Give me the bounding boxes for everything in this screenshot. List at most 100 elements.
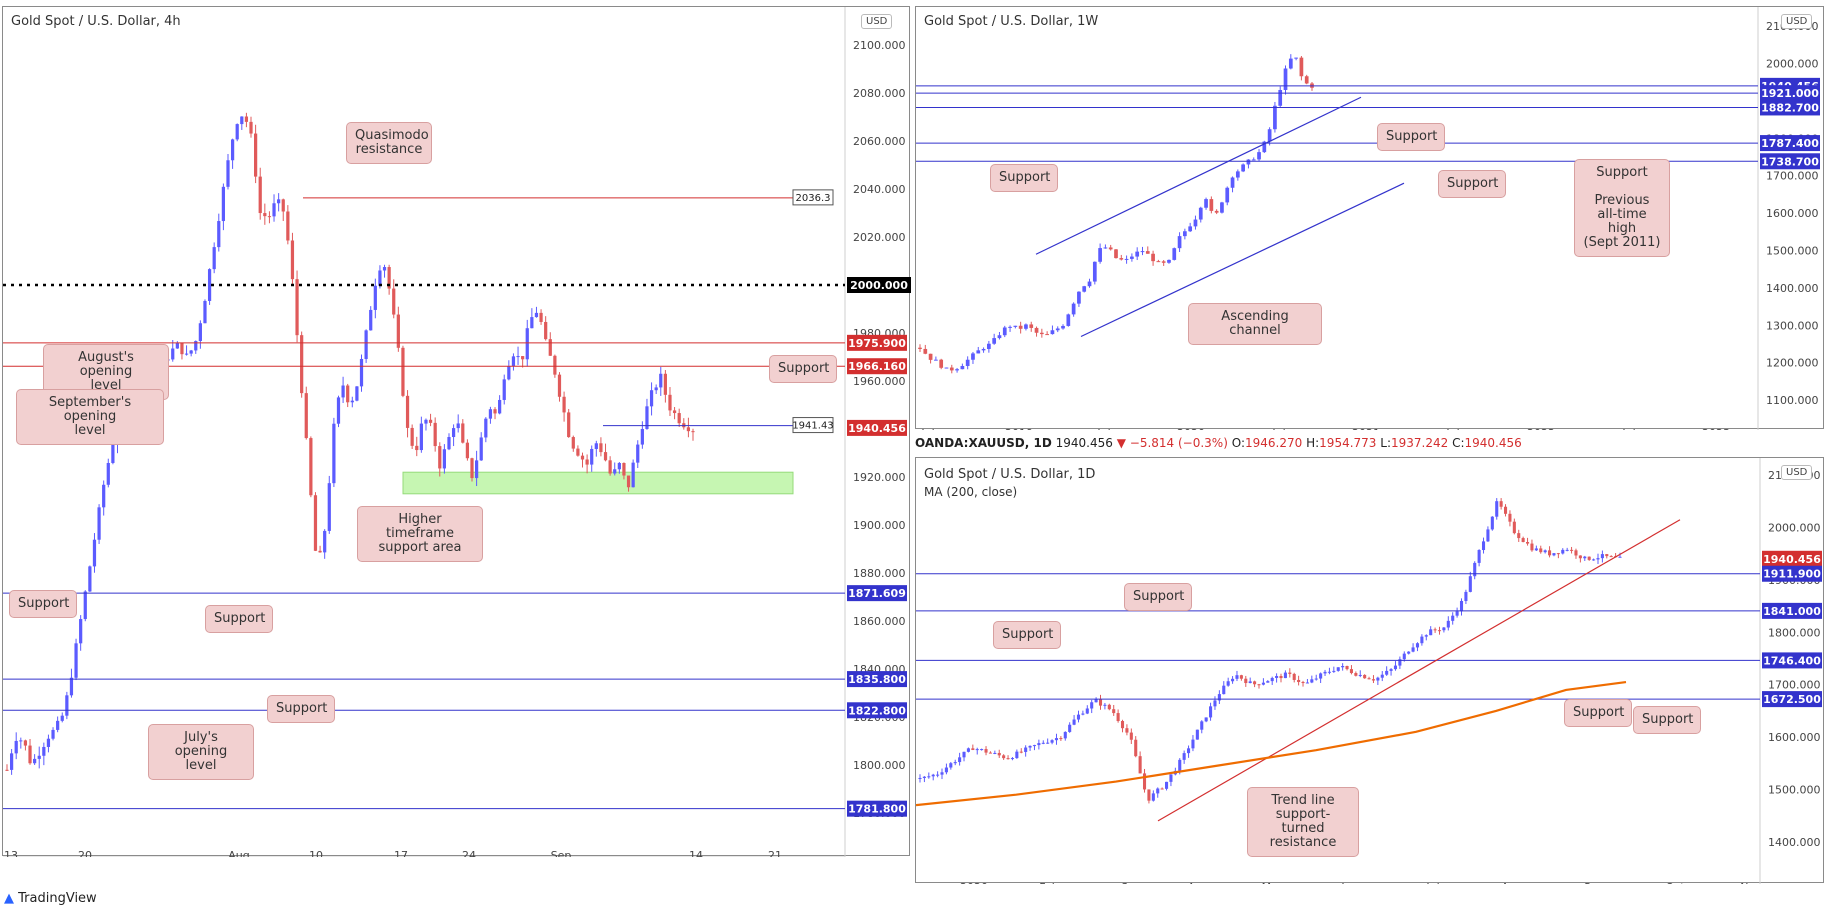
level-axis-label: 1911.900 xyxy=(1763,568,1821,581)
candle-body xyxy=(613,469,617,474)
candle-body xyxy=(1107,704,1111,710)
candle-body xyxy=(355,386,359,401)
ohlc-change: ▼ −5.814 (−0.3%) xyxy=(1116,436,1228,450)
candle-body xyxy=(92,539,97,567)
candle-body xyxy=(987,343,991,349)
candle-body xyxy=(456,423,460,429)
candle-body xyxy=(988,752,992,754)
candle-body xyxy=(1473,562,1477,577)
candle-body xyxy=(1034,327,1039,333)
candle-body xyxy=(1112,709,1116,714)
candle-body xyxy=(1246,159,1251,165)
candle-body xyxy=(1398,659,1402,666)
chart-panel-1d[interactable]: 2100.0002000.0001900.0001800.0001700.000… xyxy=(915,457,1824,884)
candle-body xyxy=(19,740,23,742)
y-tick-label: 1880.000 xyxy=(853,567,906,580)
level-axis-label: 1787.400 xyxy=(1761,137,1819,150)
candle-body xyxy=(1226,681,1230,686)
candle-body xyxy=(272,203,276,217)
candle-body xyxy=(1161,261,1166,263)
candle-body xyxy=(1129,732,1133,740)
candle-body xyxy=(1503,506,1508,514)
candle-body xyxy=(1191,739,1195,749)
w1-previous-ath-callout: Support Previous all-time high (Sept 201… xyxy=(1574,159,1670,257)
candle-body xyxy=(14,740,18,754)
candle-body xyxy=(608,460,612,474)
candle-body xyxy=(1526,542,1530,544)
y-tick-label: 1400.000 xyxy=(1768,836,1821,849)
candle-body xyxy=(1147,789,1151,801)
candle-body xyxy=(927,776,931,778)
candle-body xyxy=(479,437,483,461)
chart-1d-svg[interactable]: 2100.0002000.0001900.0001800.0001700.000… xyxy=(916,458,1824,884)
candle-body xyxy=(1108,247,1113,250)
candle-body xyxy=(1266,681,1270,683)
candle-body xyxy=(359,358,364,387)
candle-body xyxy=(691,431,695,433)
x-tick-label: Sep xyxy=(1584,881,1605,884)
level-axis-tag xyxy=(847,800,907,817)
candle-body xyxy=(1464,591,1468,601)
candle-body xyxy=(1301,682,1305,684)
ohlc-legend: OANDA:XAUUSD, 1D 1940.456 ▼ −5.814 (−0.3… xyxy=(915,436,1522,450)
candle-body xyxy=(1257,684,1261,686)
chart-4h-svg[interactable]: 2100.000 2080.000 2060.000 2040.000 2020.000… xyxy=(3,7,911,857)
ohlc-low: 1937.242 xyxy=(1391,436,1449,450)
candle-body xyxy=(1077,291,1081,304)
candle-body xyxy=(1349,669,1353,674)
candle-body xyxy=(1499,501,1503,507)
candle-body xyxy=(590,448,594,465)
candle-body xyxy=(341,385,345,398)
candle-body xyxy=(1481,541,1486,551)
candle-body xyxy=(1605,554,1609,557)
candle-body xyxy=(557,374,562,397)
chart-1w-svg[interactable]: 2100.0002000.0001900.0001800.0001700.000… xyxy=(916,7,1824,430)
candle-body xyxy=(1200,721,1204,730)
candle-body xyxy=(594,443,598,449)
x-tick-label: Jun xyxy=(1340,881,1358,884)
candle-body xyxy=(971,353,975,360)
candle-body xyxy=(1323,671,1327,674)
candle-body xyxy=(235,124,239,140)
w1-support-callout-3: Support xyxy=(1438,170,1506,198)
candle-body xyxy=(230,139,235,161)
candle-body xyxy=(1297,679,1301,683)
x-tick-label: Feb xyxy=(1039,881,1058,884)
candle-body xyxy=(965,359,970,366)
level-axis-tag xyxy=(1762,565,1822,582)
candle-body xyxy=(949,763,953,768)
candle-body xyxy=(1314,678,1318,680)
candle-body xyxy=(382,267,387,271)
candle-body xyxy=(175,342,179,349)
candle-body xyxy=(1134,739,1138,757)
candle-body xyxy=(433,422,437,447)
candle-body xyxy=(364,330,368,359)
candle-body xyxy=(1124,258,1129,260)
candle-body xyxy=(1119,258,1124,260)
x-tick-label: Jul xyxy=(1271,427,1285,430)
candle-body xyxy=(5,769,9,771)
candle-body xyxy=(663,373,667,395)
candle-body xyxy=(960,365,965,370)
x-tick-label: Oct xyxy=(1665,881,1685,884)
candle-body xyxy=(318,550,322,553)
chart-panel-1w[interactable]: 2100.0002000.0001900.0001800.0001700.000… xyxy=(915,6,1824,430)
h4-support-callout-3: Support xyxy=(205,605,273,633)
candle-body xyxy=(1220,202,1224,213)
candle-body xyxy=(1283,672,1287,679)
level-axis-tag xyxy=(1760,99,1820,116)
currency-badge-1d[interactable]: USD xyxy=(1781,465,1813,480)
candle-body xyxy=(1530,543,1534,551)
y-tick-label: 1800.000 xyxy=(853,759,906,772)
ma-200-line xyxy=(916,681,1627,807)
currency-badge-4h[interactable]: USD xyxy=(861,14,893,29)
x-tick-label: Jul xyxy=(1621,427,1635,430)
level-axis-tag xyxy=(1760,135,1820,152)
candle-body xyxy=(1587,556,1591,560)
candle-body xyxy=(1583,556,1587,559)
tradingview-logo[interactable]: ▲ TradingView xyxy=(4,891,97,906)
ohlc-open: 1946.270 xyxy=(1245,436,1303,450)
candle-body xyxy=(1008,326,1012,328)
currency-badge-1w[interactable]: USD xyxy=(1781,14,1813,29)
candle-body xyxy=(571,437,575,449)
